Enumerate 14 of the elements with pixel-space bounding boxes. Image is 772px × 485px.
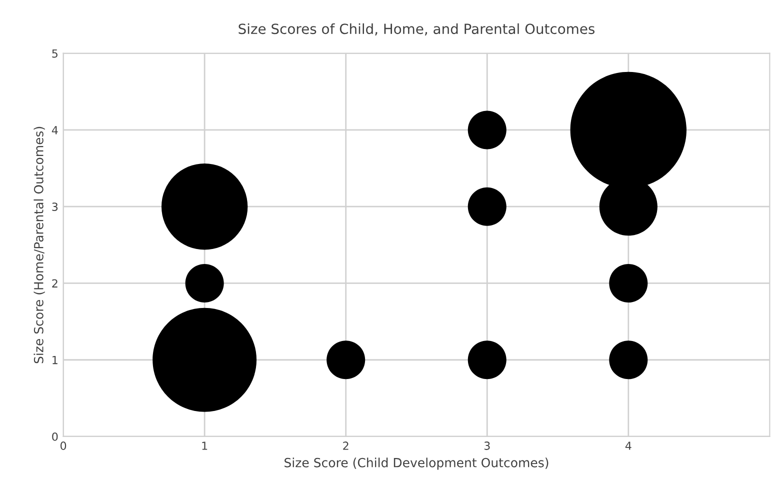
y-tick-label: 5 xyxy=(52,49,58,58)
y-axis-title: Size Score (Home/Parental Outcomes) xyxy=(34,126,45,364)
y-tick-label: 1 xyxy=(52,356,58,364)
y-tick-label: 4 xyxy=(52,126,58,134)
y-tick-label: 3 xyxy=(52,202,58,211)
x-tick-label: 0 xyxy=(60,442,66,450)
x-axis-title: Size Score (Child Development Outcomes) xyxy=(284,458,548,470)
x-tick-label: 3 xyxy=(484,442,490,450)
y-tick-label: 0 xyxy=(52,432,58,441)
x-tick-label: 1 xyxy=(202,442,208,450)
x-tick-label: 2 xyxy=(343,442,348,450)
x-tick-label: 4 xyxy=(625,442,632,450)
chart-title: Size Scores of Child, Home, and Parental Outcomes xyxy=(238,23,595,36)
y-tick-label: 2 xyxy=(52,279,58,288)
